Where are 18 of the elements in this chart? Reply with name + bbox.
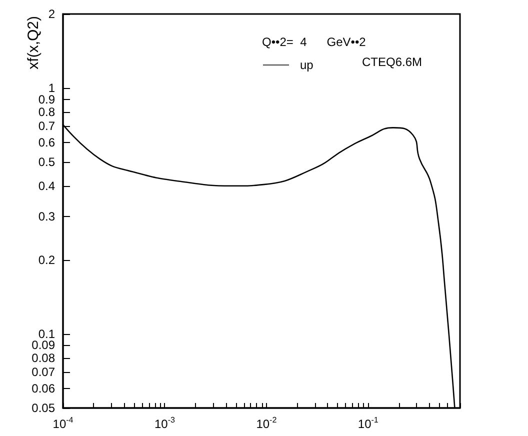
y-tick-label: 0.06 — [32, 382, 56, 396]
y-tick-label: 0.2 — [38, 252, 56, 267]
y-tick-label: 0.05 — [32, 401, 56, 415]
y-tick-label: 0.3 — [38, 210, 56, 224]
y-tick-label: 0.8 — [38, 104, 56, 119]
annotation: Q••2= 4 GeV••2 — [262, 35, 366, 49]
y-tick-label: 0.09 — [32, 338, 56, 352]
annotation: CTEQ6.6M — [362, 55, 422, 69]
y-axis-title: xf(x,Q2) — [25, 16, 42, 70]
legend-label: up — [300, 58, 314, 72]
y-tick-label: 0.08 — [32, 350, 56, 365]
y-tick-label: 0.4 — [38, 178, 56, 193]
y-tick-label: 0.07 — [32, 365, 56, 380]
y-tick-label: 0.6 — [38, 136, 56, 150]
y-tick-label: 0.7 — [38, 119, 56, 134]
y-tick-label: 0.1 — [38, 326, 56, 341]
y-tick-label: 0.5 — [38, 155, 56, 170]
y-tick-label: 2 — [48, 7, 56, 21]
